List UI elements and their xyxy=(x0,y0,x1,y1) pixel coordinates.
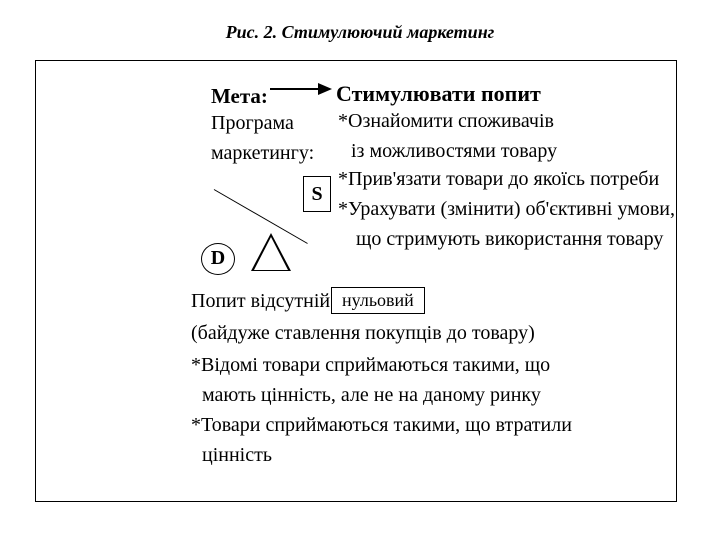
bottom-line-5: *Товари сприймаються такими, що втратили xyxy=(191,415,572,435)
right-line-3: *Прив'язати товари до якоїсь потреби xyxy=(338,169,659,189)
bottom-line-1: Попит відсутній xyxy=(191,291,330,311)
meta-label: Мета: xyxy=(211,86,268,107)
s-box: S xyxy=(303,176,331,212)
program-label: Програма xyxy=(211,113,294,133)
arrow-head-icon xyxy=(318,83,332,95)
right-line-5: що стримують використання товару xyxy=(356,229,663,249)
right-line-1: *Ознайомити споживачів xyxy=(338,111,554,131)
figure-title: Рис. 2. Стимулюючий маркетинг xyxy=(0,22,720,43)
bottom-line-3: *Відомі товари сприймаються такими, що xyxy=(191,355,550,375)
marketing-label: маркетингу: xyxy=(211,143,314,163)
diagram-frame: Мета: Програма маркетингу: Стимулювати п… xyxy=(35,60,677,502)
zero-box: нульовий xyxy=(331,287,425,314)
bottom-line-4: мають цінність, але не на даному ринку xyxy=(202,385,541,405)
triangle-fill xyxy=(254,237,288,270)
arrow-line xyxy=(270,88,318,90)
right-line-4: *Урахувати (змінити) об'єктивні умови, xyxy=(338,199,675,219)
right-line-2: із можливостями товару xyxy=(351,141,557,161)
d-circle: D xyxy=(201,243,235,275)
stimulate-title: Стимулювати попит xyxy=(336,83,541,105)
bottom-line-6: цінність xyxy=(202,445,272,465)
bottom-line-2: (байдуже ставлення покупців до товару) xyxy=(191,323,535,343)
